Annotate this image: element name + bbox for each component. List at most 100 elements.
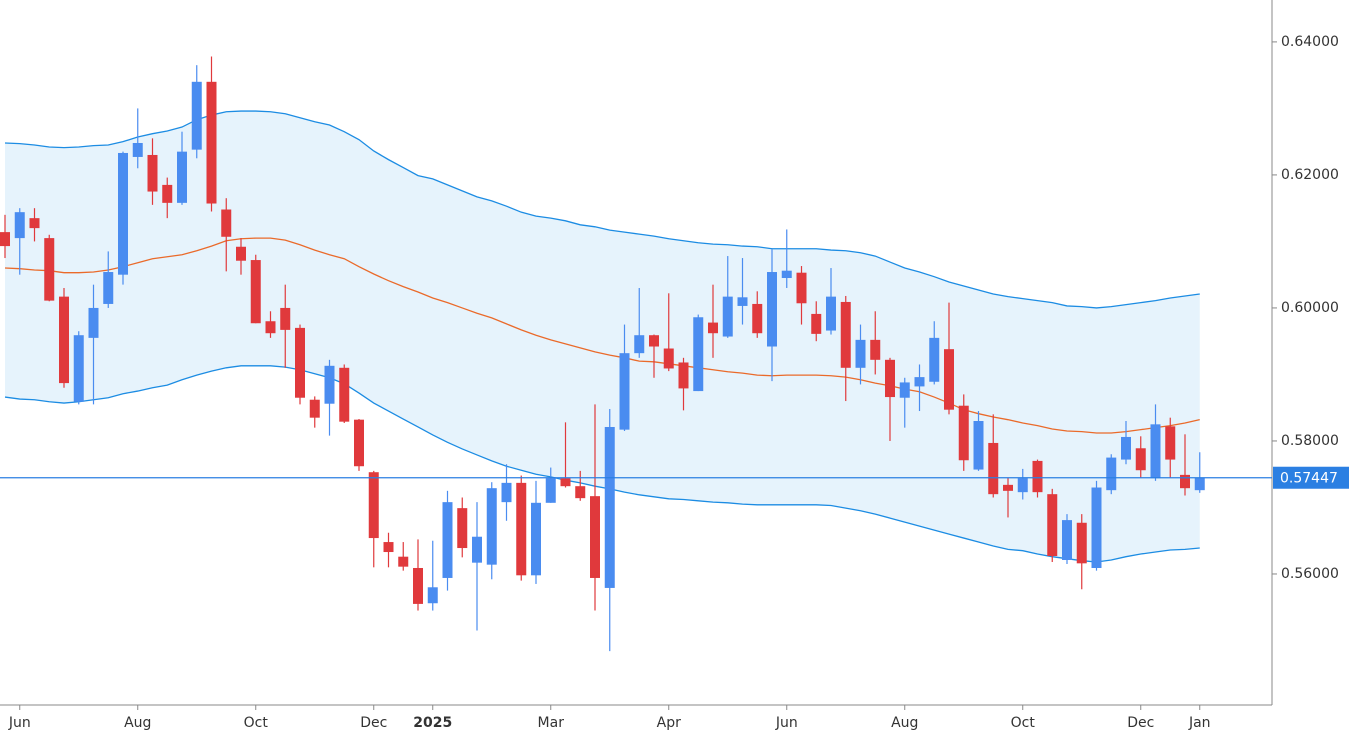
candle-body <box>413 567 423 604</box>
candle-body <box>1076 522 1087 564</box>
x-tick-label: 2025 <box>413 715 452 731</box>
candle-body <box>855 339 866 368</box>
candle-body <box>250 260 261 324</box>
candle-body <box>973 421 984 470</box>
y-tick-label: 0.60000 <box>1281 300 1339 316</box>
candle-body <box>885 359 895 398</box>
candle-body <box>1135 448 1146 471</box>
candle-body <box>929 337 940 382</box>
candle-body <box>191 81 202 150</box>
candle-body <box>14 212 25 239</box>
x-tick-label: Oct <box>244 715 269 731</box>
candle-body <box>663 348 674 369</box>
candle-body <box>722 296 733 337</box>
candle-body <box>1091 487 1102 568</box>
x-tick-label: Apr <box>657 715 681 731</box>
candle-body <box>634 335 645 354</box>
x-tick-label: Jun <box>8 715 31 731</box>
candle-body <box>531 502 541 576</box>
candle-body <box>44 238 55 301</box>
x-tick-label: Oct <box>1011 715 1036 731</box>
candle-body <box>1150 424 1161 479</box>
candle-body <box>575 486 586 499</box>
candle-body <box>29 218 40 229</box>
last-price-box <box>1273 466 1349 489</box>
candle-body <box>752 303 763 334</box>
candle-body <box>870 339 881 360</box>
candle-body <box>781 270 792 279</box>
candle-body <box>1194 477 1205 491</box>
candle-body <box>693 317 704 392</box>
candle-body <box>59 296 69 384</box>
x-tick-label: Dec <box>1127 715 1154 731</box>
candle-body <box>678 362 689 389</box>
x-tick-label: Jan <box>1188 715 1211 731</box>
y-tick-label: 0.62000 <box>1281 167 1339 183</box>
candle-body <box>486 488 497 565</box>
candle-body <box>1106 457 1117 491</box>
candle-body <box>427 587 438 604</box>
candle-body <box>442 502 453 578</box>
candle-body <box>339 367 350 422</box>
candle-body <box>708 322 718 334</box>
candle-body <box>619 353 630 430</box>
candle-body <box>368 472 379 539</box>
candle-body <box>501 482 512 503</box>
candle-body <box>604 426 615 588</box>
candle-body <box>826 296 836 331</box>
band-upper <box>4 110 1200 309</box>
candle-body <box>545 478 556 503</box>
candle-body <box>206 81 217 204</box>
candle-body <box>177 151 187 203</box>
candle-body <box>1003 484 1013 491</box>
y-tick-label: 0.56000 <box>1281 566 1339 582</box>
candle-body <box>265 321 276 334</box>
candle-body <box>1121 436 1131 460</box>
candle-body <box>354 419 364 467</box>
candle-body <box>944 349 954 410</box>
candle-body <box>0 232 10 247</box>
candle-body <box>516 482 527 576</box>
band-middle <box>4 237 1200 434</box>
candle-body <box>737 297 748 306</box>
x-tick-label: Dec <box>360 715 387 731</box>
candle-body <box>649 335 659 347</box>
candle-body <box>162 184 173 203</box>
last-price-label: 0.57447 <box>1280 471 1338 487</box>
candle-body <box>324 365 335 404</box>
candle-body <box>236 246 246 261</box>
candle-body <box>147 154 158 192</box>
candle-body <box>280 307 291 330</box>
candle-body <box>840 301 851 368</box>
candle-body <box>811 313 822 334</box>
candle-body <box>914 377 925 387</box>
candle-body <box>1047 494 1058 557</box>
candle-body <box>383 542 394 553</box>
x-tick-label: Mar <box>538 715 565 731</box>
candle-body <box>590 496 600 578</box>
x-tick-label: Jun <box>775 715 798 731</box>
candle-body <box>103 272 114 304</box>
candle-body <box>1062 520 1072 561</box>
y-tick-label: 0.64000 <box>1281 34 1339 50</box>
candle-body <box>1165 426 1176 460</box>
candle-body <box>457 508 468 549</box>
plot-area <box>0 56 1205 652</box>
candle-body <box>118 152 128 275</box>
candle-body <box>73 335 84 402</box>
band-lower <box>4 365 1200 563</box>
x-tick-label: Aug <box>891 715 918 731</box>
x-tick-label: Aug <box>124 715 151 731</box>
candle-body <box>560 478 571 487</box>
candle-body <box>88 307 99 338</box>
candle-body <box>1017 478 1028 493</box>
candle-body <box>899 382 910 398</box>
candle-body <box>295 327 305 398</box>
candle-body <box>1032 460 1043 493</box>
candle-body <box>221 209 232 237</box>
candle-body <box>1180 474 1190 489</box>
candle-body <box>767 272 777 347</box>
candle-body <box>132 142 143 157</box>
band-fill <box>5 111 1200 563</box>
